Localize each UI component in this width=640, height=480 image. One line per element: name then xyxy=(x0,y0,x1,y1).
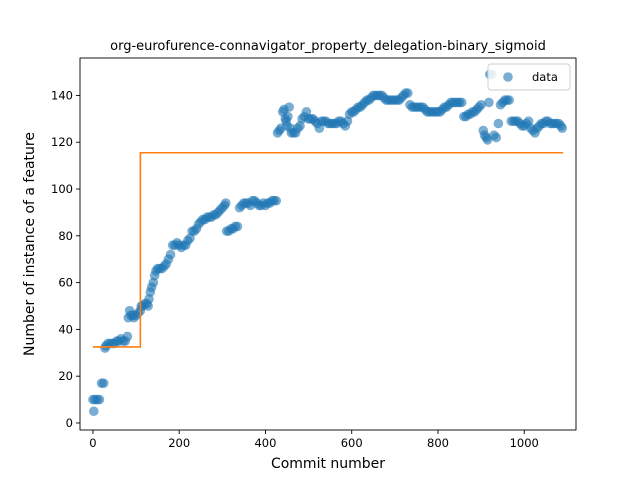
data-point xyxy=(89,406,99,417)
legend-box xyxy=(487,63,571,91)
legend: data xyxy=(487,63,571,91)
data-point xyxy=(484,97,494,108)
data-point xyxy=(491,132,502,143)
data-point xyxy=(557,123,567,133)
y-tick-label: 140 xyxy=(51,88,73,102)
data-point xyxy=(122,331,133,342)
x-axis-label: Commit number xyxy=(271,456,385,472)
legend-marker-data xyxy=(503,72,513,82)
data-point xyxy=(271,195,282,206)
fit-line-layer xyxy=(92,151,564,348)
y-tick-label: 60 xyxy=(58,276,73,290)
y-axis-ticks: 0 20 40 60 80 100 120 140 xyxy=(51,88,80,430)
legend-label-data: data xyxy=(532,70,558,84)
data-point xyxy=(284,102,294,112)
y-tick-label: 0 xyxy=(66,416,73,430)
x-tick-label: 600 xyxy=(341,436,363,450)
y-tick-label: 20 xyxy=(58,369,73,383)
y-axis-label: Number of instance of a feature xyxy=(22,132,38,356)
x-axis-ticks: 0 200 400 600 800 1000 xyxy=(89,430,539,450)
plot-frame xyxy=(79,57,577,431)
x-tick-label: 800 xyxy=(427,436,449,450)
y-tick-label: 100 xyxy=(51,182,73,196)
data-point xyxy=(283,111,293,122)
data-point xyxy=(94,394,105,405)
y-tick-label: 120 xyxy=(51,135,73,149)
data-point xyxy=(402,88,413,98)
x-tick-label: 1000 xyxy=(510,436,539,450)
chart-title: org-eurofurence-connavigator_property_de… xyxy=(110,39,546,54)
data-point xyxy=(493,118,504,129)
data-point xyxy=(456,97,467,108)
x-tick-label: 0 xyxy=(89,436,96,450)
data-point xyxy=(476,99,486,110)
data-point xyxy=(165,249,176,260)
x-tick-label: 400 xyxy=(254,436,276,450)
data-point xyxy=(504,95,514,105)
data-points-layer xyxy=(88,69,567,417)
data-point xyxy=(98,378,109,389)
x-tick-label: 200 xyxy=(168,436,190,450)
fit-line xyxy=(92,151,564,348)
data-point xyxy=(220,198,231,208)
data-point xyxy=(143,301,153,311)
y-tick-label: 40 xyxy=(58,322,73,336)
data-point xyxy=(232,221,243,232)
plot-area xyxy=(80,58,576,430)
y-tick-label: 80 xyxy=(58,229,73,243)
